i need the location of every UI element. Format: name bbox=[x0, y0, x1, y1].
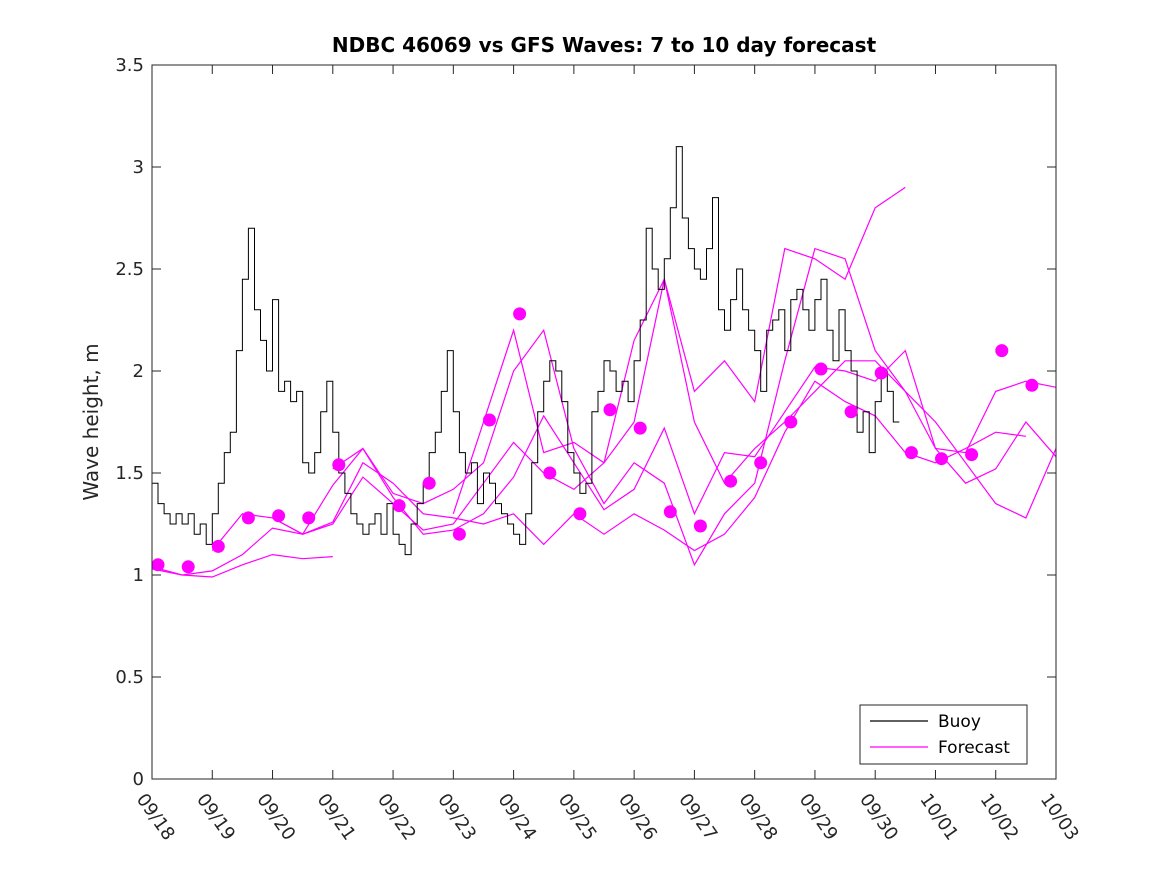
forecast-marker bbox=[784, 415, 798, 429]
y-tick-label: 0.5 bbox=[115, 667, 144, 688]
buoy-line bbox=[152, 146, 900, 556]
forecast-marker bbox=[513, 307, 527, 321]
forecast-marker bbox=[904, 446, 918, 460]
legend: Buoy Forecast bbox=[859, 704, 1028, 765]
buoy-series-group bbox=[152, 146, 900, 556]
y-tick-label: 1.5 bbox=[115, 463, 144, 484]
y-tick-label: 3.5 bbox=[115, 55, 144, 76]
forecast-marker bbox=[272, 509, 286, 523]
forecast-line bbox=[452, 186, 906, 514]
y-axis-ticks: 0 0.5 1 1.5 2 2.5 3 3.5 bbox=[115, 55, 1056, 790]
plot-area bbox=[152, 65, 1056, 779]
forecast-marker bbox=[392, 499, 406, 513]
forecast-marker bbox=[181, 560, 195, 574]
forecast-marker bbox=[302, 511, 316, 525]
forecast-marker bbox=[332, 458, 346, 472]
forecast-marker bbox=[724, 474, 738, 488]
forecast-marker bbox=[483, 413, 496, 427]
forecast-line bbox=[211, 247, 1057, 567]
forecast-marker bbox=[573, 507, 587, 521]
forecast-marker bbox=[663, 505, 677, 519]
forecast-marker bbox=[603, 403, 617, 417]
forecast-line bbox=[332, 349, 1057, 535]
forecast-marker bbox=[422, 476, 436, 490]
forecast-marker bbox=[211, 539, 225, 553]
forecast-marker bbox=[543, 466, 557, 480]
y-tick-label: 3 bbox=[133, 157, 144, 178]
y-tick-label: 0 bbox=[133, 769, 144, 790]
forecast-marker bbox=[844, 405, 858, 419]
forecast-marker bbox=[874, 366, 888, 380]
forecast-marker bbox=[1025, 378, 1039, 392]
forecast-line bbox=[151, 553, 333, 578]
y-tick-label: 2 bbox=[133, 361, 144, 382]
forecast-marker bbox=[693, 519, 707, 533]
y-tick-label: 2.5 bbox=[115, 259, 144, 280]
forecast-line bbox=[151, 380, 1026, 576]
forecast-marker bbox=[935, 452, 948, 466]
y-axis-label: Wave height, m bbox=[79, 343, 103, 500]
legend-label-buoy: Buoy bbox=[938, 712, 981, 732]
forecast-marker bbox=[965, 448, 979, 462]
plot-frame bbox=[151, 64, 1057, 780]
forecast-marker bbox=[633, 421, 647, 435]
forecast-markers-group bbox=[151, 307, 1039, 574]
forecast-marker bbox=[814, 362, 828, 376]
legend-label-forecast: Forecast bbox=[938, 738, 1010, 758]
chart-title: NDBC 46069 vs GFS Waves: 7 to 10 day for… bbox=[332, 33, 877, 57]
forecast-marker bbox=[241, 511, 255, 525]
forecast-marker bbox=[995, 344, 1009, 358]
forecast-marker bbox=[754, 456, 768, 470]
y-tick-label: 1 bbox=[133, 565, 144, 586]
forecast-marker bbox=[151, 558, 165, 572]
forecast-marker bbox=[452, 527, 466, 541]
legend-box bbox=[859, 704, 1028, 765]
